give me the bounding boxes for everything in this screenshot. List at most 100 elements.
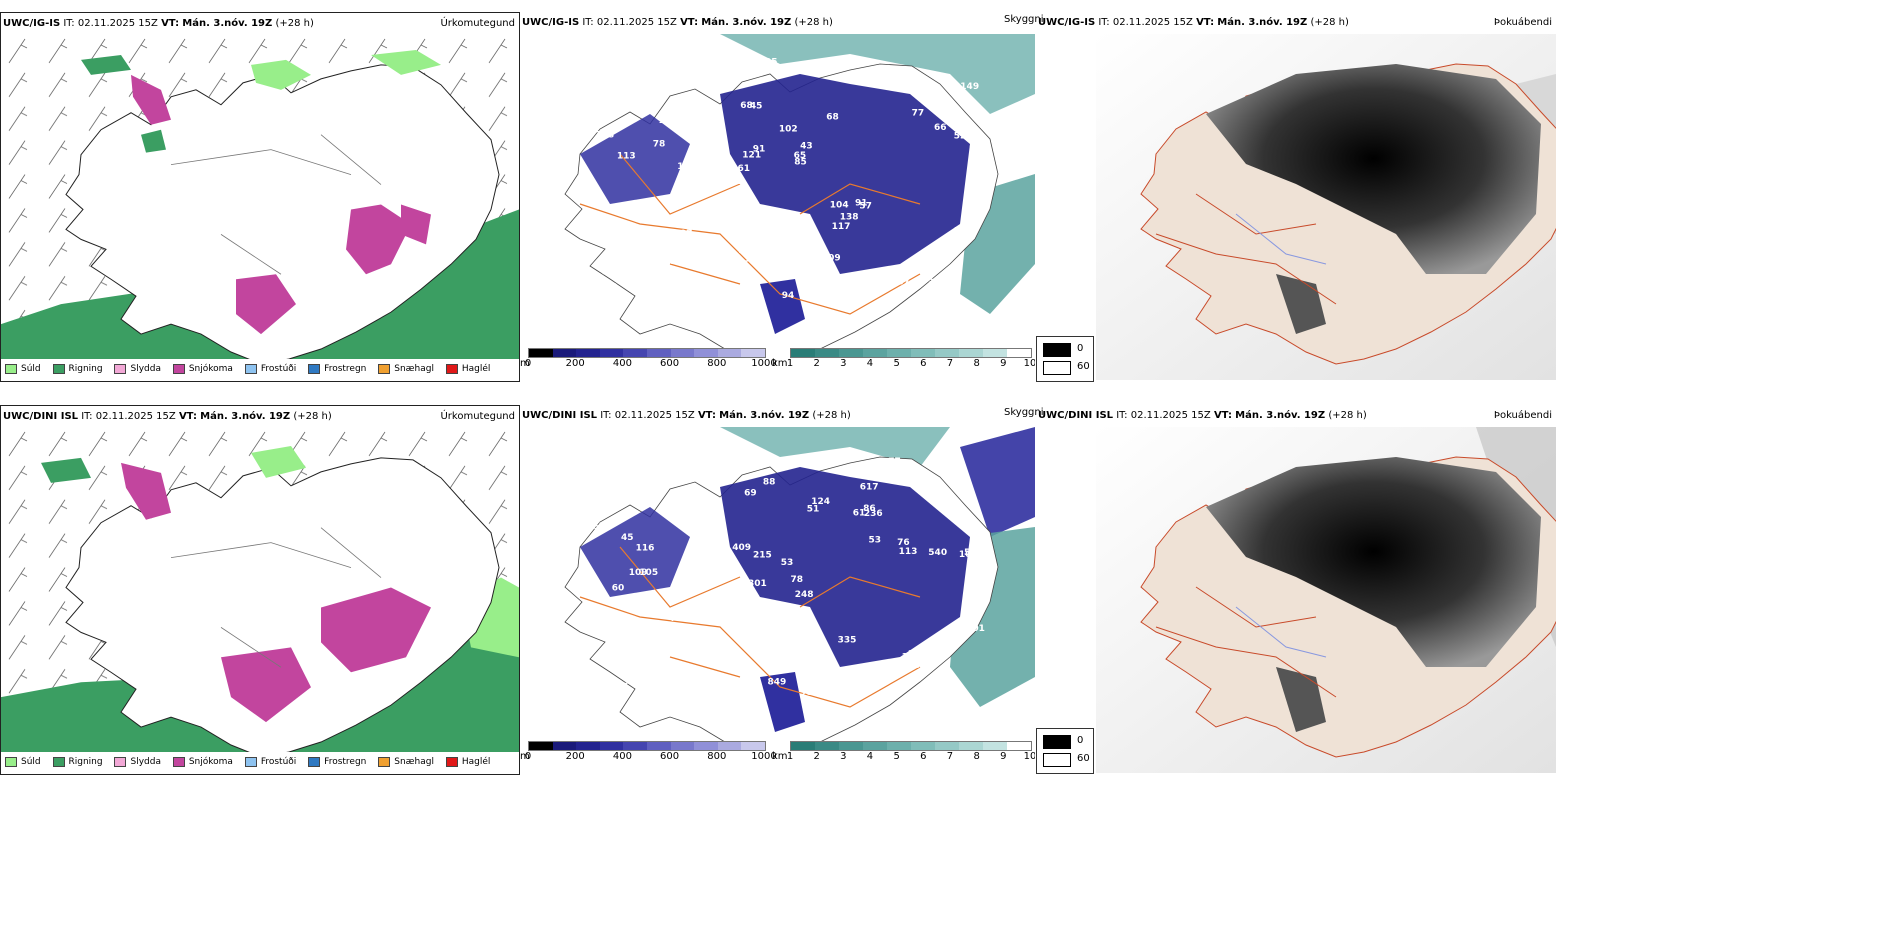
visibility-value-label: 248 [795,590,814,600]
model-name: UWC/IG-IS [3,18,61,29]
legend-swatch [5,756,17,767]
visibility-value-label: 109 [822,254,841,264]
scale-tick-label: 0 [524,751,532,762]
scale-segment [623,349,647,357]
legend-swatch [244,756,257,767]
init-time: 02.11.2025 15Z [1112,17,1193,28]
scale-segment [1007,349,1031,357]
visibility-value-label: 105 [759,58,778,68]
fog-legend: 0 60 [1036,728,1094,774]
fog-map[interactable] [1096,427,1556,773]
visibility-value-label: 85 [705,579,718,589]
visibility-value-label: 55 [623,677,636,687]
visibility-value-label: 88 [763,477,776,487]
visibility-value-label: 101 [966,624,985,634]
visibility-value-label: 85 [794,158,807,168]
visibility-value-label: 91 [855,199,868,209]
scale-segment [839,742,863,750]
visibility-value-label: 188 [809,687,828,697]
visibility-value-label: 116 [616,631,635,641]
scale-segment [887,742,911,750]
legend-swatch [308,756,321,767]
scale-segment [552,349,577,357]
scale-segment [741,742,765,750]
panel-title: Úrkomutegund [440,18,515,29]
scale-tick-label: 7 [946,358,954,369]
scale-segment [959,742,983,750]
visibility-map[interactable]: 498 617 102 301 248 105 92 61 60 51 53 55 107 85 96 188… [520,427,1035,749]
visibility-value-label: 81 [602,290,615,300]
scale-segment [935,349,959,357]
fog-swatch [1043,361,1071,375]
visibility-value-label: 51 [672,275,685,285]
legend-swatch [52,756,65,767]
legend-item: Slydda [114,752,161,772]
legend-item: Snæhagl [378,359,434,379]
scale-segment [694,742,718,750]
visibility-value-label: 76 [738,246,751,256]
visibility-value-label: 105 [639,568,658,578]
legend-swatch [445,363,458,374]
legend-item: Snæhagl [378,752,434,772]
visibility-value-label: 113 [617,152,636,162]
fog-panel: UWC/DINI ISL IT: 02.11.2025 15Z VT: Mán.… [1036,405,1556,773]
visibility-value-label: 206 [627,666,646,676]
visibility-value-label: 849 [768,677,787,687]
visibility-labels: 346 113 69 70 68 69 68 102 117 52 60 44 45 43 57 54 104 8… [595,58,981,305]
scale-segment [599,742,624,750]
scale-tick-label: 3 [840,751,847,762]
scale-segment [646,349,671,357]
fog-swatch [1043,753,1071,767]
scale-segment [576,349,600,357]
legend-item: Rigning [52,359,103,379]
panel-header: UWC/DINI ISL IT: 02.11.2025 15Z VT: Mán.… [1036,405,1556,427]
visibility-value-label: 68 [740,101,753,111]
legend-swatch [378,756,391,767]
visibility-value-label: 301 [748,579,767,589]
legend-swatch [5,363,17,374]
visibility-value-label: 56 [619,235,632,245]
visibility-value-label: 80 [753,651,766,661]
panel-header: UWC/DINI ISL IT: 02.11.2025 15Z VT: Mán.… [1,406,519,428]
legend-swatch [244,363,257,374]
visibility-value-label: 60 [601,267,614,277]
visibility-value-label: 122 [908,650,927,660]
legend-item: Frostúði [244,752,296,772]
visibility-map[interactable]: 346 113 69 70 68 69 68 102 117 52 60 44 45 43 57 54 104 8… [520,34,1035,356]
visibility-value-label: 409 [732,543,751,553]
visibility-value-label: 60 [605,283,618,293]
visibility-panel: UWC/IG-IS IT: 02.11.2025 15Z VT: Mán. 3.… [520,12,1035,380]
visibility-value-label: 69 [853,77,866,87]
legend-swatch [114,756,127,767]
valid-time: Mán. 3.nóv. 19Z [200,411,291,422]
scale-tick-label: 7 [946,751,954,762]
lead-time: (+28 h) [812,410,851,421]
legend-item: Frostregn [308,359,366,379]
visibility-value-label: 121 [742,150,761,160]
visibility-value-label: 102 [959,550,978,560]
visibility-value-label: 101 [744,254,763,264]
scale-tick-label: 200 [565,358,585,369]
visibility-value-label: 69 [744,489,757,499]
precip-map[interactable] [1,35,519,359]
visibility-value-label: 92 [923,252,936,262]
visibility-value-label: 22 [775,244,788,254]
precip-map[interactable] [1,428,519,752]
visibility-value-label: 107 [674,229,693,239]
legend-swatch [172,756,185,767]
visibility-value-label: 152 [871,78,890,88]
scale-tick-label: 400 [612,751,632,762]
scale-tick-label: 10 [1023,358,1035,369]
precip-legend: Súld Rigning Slydda Snjókoma Frostúði Fr… [5,359,499,379]
fog-map[interactable] [1096,34,1556,380]
visibility-value-label: 65 [592,522,605,532]
legend-item: Haglél [445,359,490,379]
scale-tick-label: 6 [920,358,927,369]
valid-time: Mán. 3.nóv. 19Z [719,410,810,421]
model-name: UWC/IG-IS [1038,17,1096,28]
legend-item: Rigning [52,752,103,772]
visibility-scale-km: km 1 2 3 4 5 6 7 8 9 10 [772,348,1035,380]
visibility-value-label: 540 [928,548,947,558]
scale-segment [815,742,839,750]
scale-segment [670,742,695,750]
